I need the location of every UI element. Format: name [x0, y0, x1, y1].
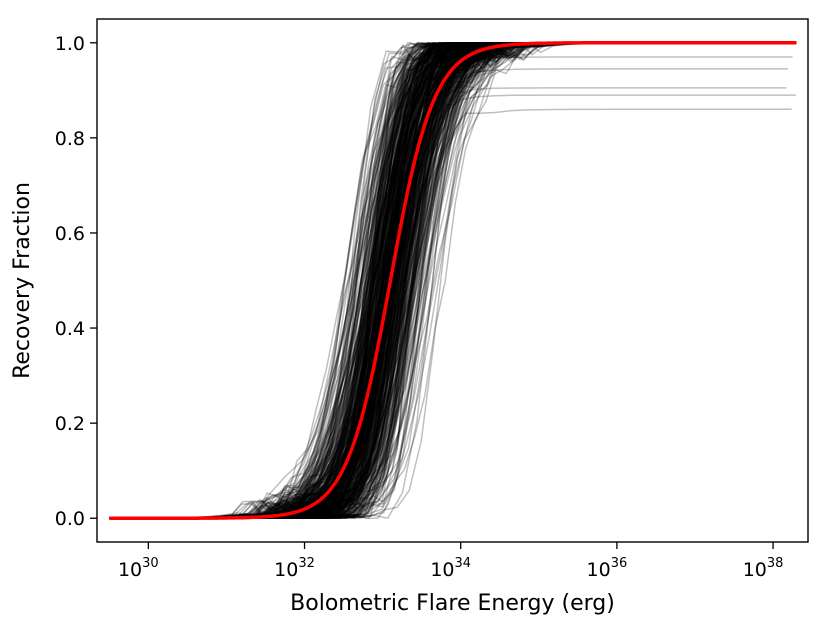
x-tick-label: 1032 [274, 556, 315, 581]
x-tick-label: 1038 [743, 556, 784, 581]
axes-frame [96, 18, 809, 543]
y-tick-label: 0.0 [55, 508, 85, 530]
x-tick-label: 1034 [430, 556, 471, 581]
ensemble-curves [109, 41, 797, 520]
y-tick-label: 1.0 [55, 33, 85, 55]
y-tick-label: 0.6 [55, 223, 85, 245]
y-tick-label: 0.8 [55, 128, 85, 150]
x-tick-label: 1036 [587, 556, 628, 581]
mean-recovery-curve [109, 41, 797, 520]
x-tick-label: 1030 [118, 556, 159, 581]
y-axis-label: Recovery Fraction [10, 182, 35, 379]
main-curve-layer [109, 41, 797, 520]
y-tick-label: 0.2 [55, 413, 85, 435]
axis-ticks: 0.0 0.2 0.4 0.6 0.8 1.0 1030 1032 1034 1036 1038 [55, 33, 784, 581]
x-axis-label: Bolometric Flare Energy (erg) [290, 591, 615, 616]
y-tick-label: 0.4 [55, 318, 85, 340]
